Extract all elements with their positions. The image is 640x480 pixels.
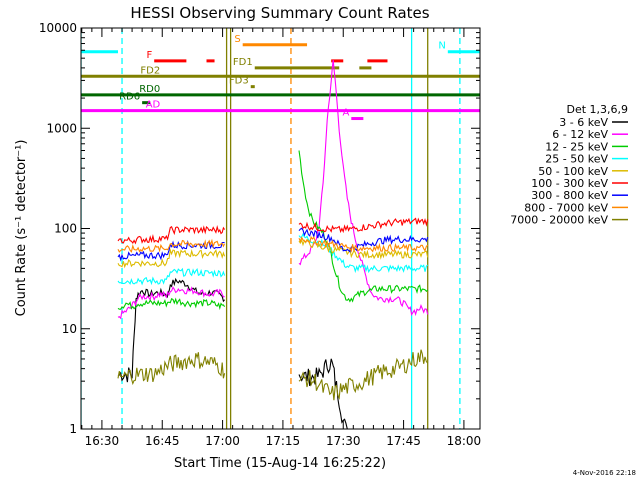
series-line-7-1 xyxy=(298,235,429,253)
flag-a: A xyxy=(342,108,364,121)
series-3 xyxy=(117,232,429,286)
flag-label-rd0: RD0 xyxy=(139,84,160,95)
series-line-0-1 xyxy=(298,358,428,429)
x-tick-label-4: 17:30 xyxy=(326,434,361,448)
x-tick-label-3: 17:15 xyxy=(266,434,301,448)
x-tick-label-2: 17:00 xyxy=(205,434,240,448)
series-line-5-0 xyxy=(117,225,226,245)
legend-entry-6: 300 - 800 keV xyxy=(531,189,608,202)
flag-s: S xyxy=(234,34,308,47)
flag-rd6: RD6 xyxy=(119,92,151,105)
x-tick-label-0: 16:30 xyxy=(85,434,120,448)
y-tick-label-3: 1000 xyxy=(46,121,77,135)
flag-fd3: FD3 xyxy=(229,76,255,89)
series-2 xyxy=(117,150,429,311)
legend-entry-2: 12 - 25 keV xyxy=(545,140,608,153)
series-line-1-1 xyxy=(298,60,429,317)
legend-title: Det 1,3,6,9 xyxy=(566,103,628,116)
flag-label-f: F xyxy=(146,50,152,61)
series-5 xyxy=(117,217,429,245)
series-line-4-1 xyxy=(298,238,429,260)
flag-label-s: S xyxy=(234,34,240,45)
y-tick-label-0: 1 xyxy=(69,422,77,436)
legend-entry-5: 100 - 300 keV xyxy=(531,177,608,190)
y-tick-label-1: 10 xyxy=(62,322,77,336)
legend-entry-3: 25 - 50 keV xyxy=(545,153,608,166)
series-line-6-0 xyxy=(117,240,225,262)
chart-title: HESSI Observing Summary Count Rates xyxy=(130,4,429,22)
series-line-4-0 xyxy=(117,248,226,269)
series-line-2-1 xyxy=(298,150,429,303)
series-8 xyxy=(117,349,429,401)
flag-label-fd1: FD1 xyxy=(233,57,253,68)
flag-label-fd3: FD3 xyxy=(229,76,249,87)
x-tick-label-6: 18:00 xyxy=(447,434,482,448)
flag-f: F xyxy=(146,50,388,63)
axes: 1 10 100 1000 10000 16:30 16:45 17:00 17:15 17:30… xyxy=(39,21,481,448)
flag-label-rd6: RD6 xyxy=(119,92,140,103)
flag-label-ad: AD xyxy=(146,100,161,111)
x-tick-label-5: 17:45 xyxy=(386,434,421,448)
legend-entry-7: 800 - 7000 keV xyxy=(524,201,608,214)
x-tick-label-1: 16:45 xyxy=(145,434,180,448)
flag-ad: AD xyxy=(81,100,480,113)
series-line-8-1 xyxy=(298,349,429,401)
x-axis-label: Start Time (15-Aug-14 16:25:22) xyxy=(174,456,386,471)
flag-fd1: FD1 xyxy=(233,57,372,70)
legend-entry-1: 6 - 12 keV xyxy=(552,128,608,141)
flag-fd2: FD2 xyxy=(81,65,480,78)
footer-date: 4-Nov-2016 22:18 xyxy=(573,469,636,477)
series-line-5-1 xyxy=(298,217,429,234)
series-line-1-0 xyxy=(117,286,225,320)
y-tick-label-2: 100 xyxy=(54,222,77,236)
flag-label-fd2: FD2 xyxy=(140,65,160,76)
y-tick-label-4: 10000 xyxy=(39,21,77,35)
legend-entry-8: 7000 - 20000 keV xyxy=(510,214,608,227)
series-1 xyxy=(117,60,429,320)
flag-n: N xyxy=(81,41,480,54)
flag-label-n: N xyxy=(438,41,445,52)
series-7 xyxy=(117,235,429,253)
y-axis-label: Count Rate (s⁻¹ detector⁻¹) xyxy=(14,140,29,317)
series-4 xyxy=(117,238,429,269)
series-line-3-1 xyxy=(298,232,429,274)
flag-rd0: RD0 xyxy=(81,84,480,97)
series-line-0-0 xyxy=(117,277,226,383)
series-line-7-0 xyxy=(117,238,226,253)
flag-label-a: A xyxy=(342,108,349,119)
series-line-2-0 xyxy=(117,297,226,311)
legend-entry-0: 3 - 6 keV xyxy=(559,116,608,129)
series-line-3-0 xyxy=(117,267,226,286)
series-line-8-0 xyxy=(117,352,226,386)
legend-entry-4: 50 - 100 keV xyxy=(538,165,608,178)
